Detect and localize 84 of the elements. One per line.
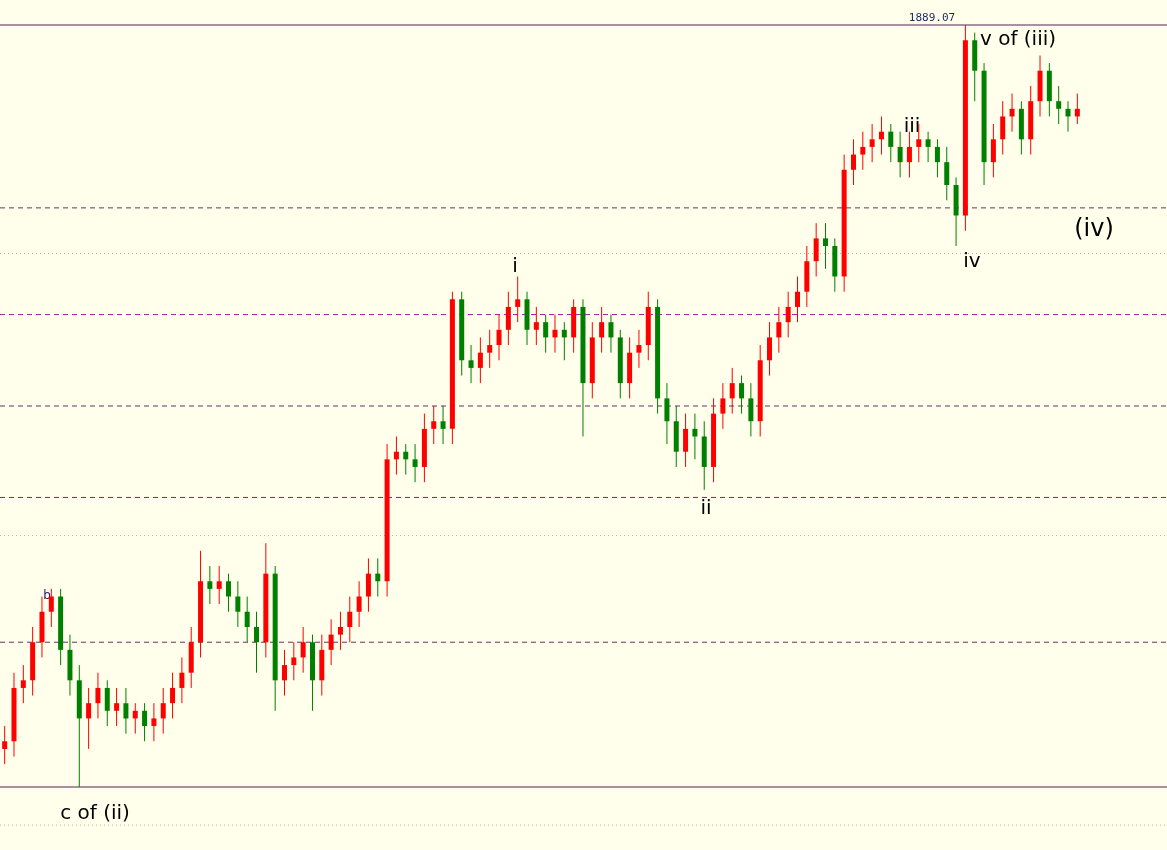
candlestick bbox=[235, 580, 241, 628]
candlestick bbox=[114, 687, 120, 727]
candlestick bbox=[795, 275, 801, 323]
candlestick bbox=[132, 702, 138, 735]
candlestick bbox=[151, 702, 157, 742]
candlestick bbox=[1009, 93, 1015, 133]
candlestick bbox=[412, 443, 418, 483]
text: 1889.07 bbox=[908, 10, 956, 24]
candlestick bbox=[925, 131, 931, 163]
candlestick bbox=[664, 382, 670, 445]
candlestick bbox=[822, 222, 828, 270]
candlestick bbox=[888, 123, 894, 163]
candlestick bbox=[244, 596, 250, 643]
candlestick bbox=[720, 382, 726, 430]
candlestick bbox=[281, 649, 287, 697]
candlestick bbox=[86, 687, 92, 750]
candlestick bbox=[104, 679, 110, 727]
candlestick bbox=[1065, 100, 1071, 133]
candlestick bbox=[216, 565, 222, 605]
annotation: (iv) bbox=[1074, 214, 1114, 242]
candlestick bbox=[375, 557, 381, 597]
annotation: i bbox=[512, 253, 518, 277]
candlestick bbox=[123, 687, 129, 735]
candlestick bbox=[477, 336, 483, 384]
candlestick bbox=[869, 123, 875, 163]
candlestick bbox=[813, 222, 819, 277]
candlestick bbox=[468, 344, 474, 384]
candlestick bbox=[515, 275, 521, 323]
candlestick bbox=[160, 687, 166, 735]
candlestick bbox=[729, 367, 735, 415]
candlestick bbox=[785, 291, 791, 338]
candlestick bbox=[179, 656, 185, 704]
candlestick bbox=[291, 641, 297, 681]
annotation: iii bbox=[903, 113, 921, 137]
candlestick bbox=[990, 123, 996, 178]
candlestick bbox=[254, 611, 260, 674]
candlestick bbox=[170, 672, 176, 719]
candlestick bbox=[347, 596, 353, 643]
candlestick bbox=[561, 321, 567, 361]
candlestick bbox=[683, 413, 689, 468]
candlestick bbox=[533, 306, 539, 346]
candlestick bbox=[487, 329, 493, 369]
candlestick bbox=[543, 314, 549, 354]
candlestick bbox=[934, 138, 940, 178]
candlestick bbox=[692, 413, 698, 460]
candlestick bbox=[739, 375, 745, 415]
candlestick bbox=[944, 146, 950, 201]
annotation: v of (iii) bbox=[979, 26, 1057, 50]
candlestick bbox=[328, 618, 334, 666]
candlestick bbox=[906, 131, 912, 178]
annotation: b bbox=[43, 588, 51, 602]
candlestick bbox=[608, 314, 614, 354]
candlestick bbox=[393, 435, 399, 476]
candlestick bbox=[599, 306, 605, 354]
candlestick bbox=[878, 115, 884, 156]
candlestick bbox=[440, 405, 446, 445]
candlestick bbox=[1074, 93, 1080, 125]
candlestick bbox=[860, 131, 866, 171]
candlestick bbox=[142, 702, 148, 742]
candlestick bbox=[300, 626, 306, 674]
candlestick bbox=[636, 329, 642, 369]
candlestick bbox=[207, 565, 213, 605]
candlestick bbox=[850, 138, 856, 186]
candlestick bbox=[403, 443, 409, 476]
candlestick bbox=[897, 131, 903, 178]
candlestick bbox=[226, 573, 232, 613]
candlestick bbox=[748, 382, 754, 437]
candlestick bbox=[776, 306, 782, 354]
candlestick bbox=[1056, 85, 1062, 125]
candlestick bbox=[20, 664, 26, 704]
candlestick bbox=[767, 321, 773, 377]
candlestick bbox=[2, 725, 8, 765]
candlestick bbox=[505, 291, 511, 346]
candlestick bbox=[496, 314, 502, 361]
candlestick bbox=[337, 611, 343, 651]
annotation: ii bbox=[700, 495, 712, 519]
candlestick bbox=[95, 672, 101, 719]
candlestick bbox=[356, 580, 362, 628]
candlestick bbox=[552, 314, 558, 354]
candlestick bbox=[365, 557, 371, 613]
annotation: iv bbox=[963, 248, 981, 272]
candlestick bbox=[1000, 100, 1006, 156]
text: c of (ii) bbox=[60, 800, 130, 824]
candlestick bbox=[431, 405, 437, 445]
